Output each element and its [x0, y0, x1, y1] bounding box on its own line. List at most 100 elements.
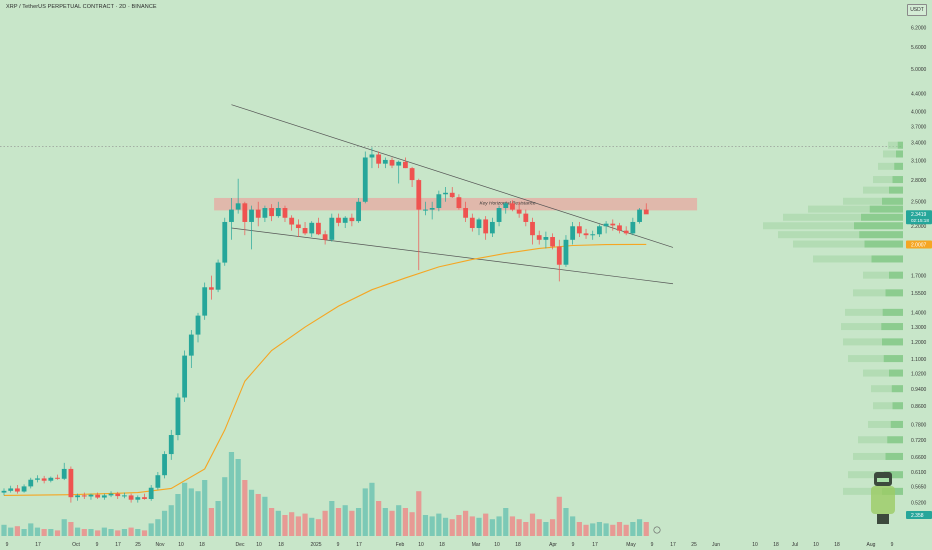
- candle-body: [188, 334, 194, 356]
- volume-bar: [34, 527, 41, 536]
- volume-bar: [422, 515, 429, 536]
- volume-bar: [182, 482, 188, 536]
- volume-profile: [763, 141, 903, 495]
- volume-bar: [235, 459, 241, 536]
- volume-profile-bar: [808, 205, 903, 213]
- volume-bar: [208, 508, 214, 536]
- candle-body: [463, 208, 469, 218]
- candle-body: [108, 493, 114, 496]
- x-tick-label: 10: [256, 542, 262, 548]
- x-tick-label: 9: [96, 542, 99, 548]
- logo-body: [871, 486, 895, 514]
- x-tick-label: 10: [813, 542, 819, 548]
- volume-profile-bar: [853, 452, 903, 460]
- candle-body: [28, 479, 34, 487]
- volume-profile-bar: [763, 222, 903, 230]
- x-tick-label: 18: [278, 542, 284, 548]
- volume-bar: [329, 501, 335, 536]
- x-tick-label: 17: [670, 542, 676, 548]
- volume-profile-bar: [841, 323, 903, 331]
- candle-body: [289, 217, 295, 225]
- candle-body: [1, 490, 7, 493]
- volume-bar: [469, 516, 475, 536]
- candle-body: [617, 225, 622, 231]
- candle-body: [222, 221, 228, 263]
- y-tick-label: 3.7000: [911, 124, 927, 130]
- y-tick-label: 5.6000: [911, 45, 927, 51]
- candle-body: [530, 221, 535, 236]
- volume-bar: [315, 519, 322, 536]
- currency-button[interactable]: USDT: [907, 4, 927, 16]
- y-tick-label: 0.6100: [911, 470, 927, 476]
- volume-bar: [603, 523, 609, 536]
- volume-bar: [349, 510, 355, 536]
- y-tick-label: 0.7800: [911, 423, 927, 429]
- candle-body: [342, 217, 348, 223]
- price-badge: [906, 210, 932, 225]
- volume-bar: [355, 508, 362, 536]
- volume-bar: [516, 519, 522, 536]
- candle-body: [48, 477, 54, 481]
- candle-body: [583, 233, 589, 236]
- y-tick-label: 1.0200: [911, 371, 927, 377]
- volume-bar: [416, 491, 422, 536]
- candle-body: [429, 208, 435, 210]
- candle-body: [556, 246, 562, 265]
- volume-bar: [248, 489, 255, 536]
- y-tick-label: 4.4000: [911, 91, 927, 97]
- price-badge-label: 2.3419: [911, 212, 927, 218]
- x-tick-label: Aug: [867, 542, 876, 548]
- volume-profile-bar-core: [885, 452, 903, 460]
- x-tick-label: May: [626, 542, 636, 548]
- volume-bar: [282, 515, 288, 536]
- volume-bar: [556, 496, 562, 536]
- candle-body: [95, 494, 101, 498]
- y-tick-label: 0.5650: [911, 485, 927, 491]
- candle-body: [182, 355, 188, 398]
- volume-bar: [643, 522, 649, 536]
- candle-body: [122, 495, 127, 497]
- x-tick-label: Jun: [712, 542, 720, 548]
- x-tick-label: 9: [891, 542, 894, 548]
- candle-body: [423, 209, 428, 211]
- volume-profile-bar-core: [897, 141, 903, 149]
- x-tick-label: Dec: [236, 542, 245, 548]
- candle-body: [409, 168, 415, 181]
- candle-body: [215, 262, 221, 290]
- candle-body: [14, 488, 20, 492]
- y-tick-label: 0.9400: [911, 387, 927, 393]
- y-tick-label: 1.5500: [911, 291, 927, 297]
- volume-bar: [442, 517, 449, 536]
- volume-profile-bar: [853, 289, 903, 297]
- candle-body: [416, 180, 422, 210]
- volume-bar: [21, 529, 27, 536]
- volume-profile-bar-core: [882, 338, 903, 346]
- candles: [1, 147, 649, 503]
- volume-profile-bar-core: [861, 213, 903, 221]
- volume-bar: [115, 530, 121, 536]
- volume-bar: [396, 505, 402, 536]
- volume-bar: [262, 496, 268, 536]
- volume-bar: [74, 527, 81, 536]
- volume-profile-bar-core: [859, 231, 903, 239]
- y-tick-label: 1.2000: [911, 340, 927, 346]
- volume-bar: [623, 524, 629, 536]
- candle-body: [369, 154, 375, 158]
- volume-bar: [61, 519, 67, 536]
- volume-bar: [242, 480, 248, 536]
- volume-profile-bar-core: [894, 162, 903, 170]
- x-tick-label: 9: [572, 542, 575, 548]
- candle-body: [202, 287, 208, 316]
- candle-body: [68, 468, 74, 498]
- volume-bar: [41, 529, 47, 536]
- candle-body: [35, 478, 40, 480]
- price-axis: 6.80006.20005.60005.00004.40004.00003.70…: [903, 0, 932, 550]
- volume-profile-bar-core: [889, 369, 903, 377]
- volume-bar: [195, 491, 201, 536]
- volume-profile-bar-core: [854, 222, 903, 230]
- candle-body: [101, 495, 107, 498]
- volume-bar: [222, 477, 228, 536]
- volume-bar: [302, 513, 308, 536]
